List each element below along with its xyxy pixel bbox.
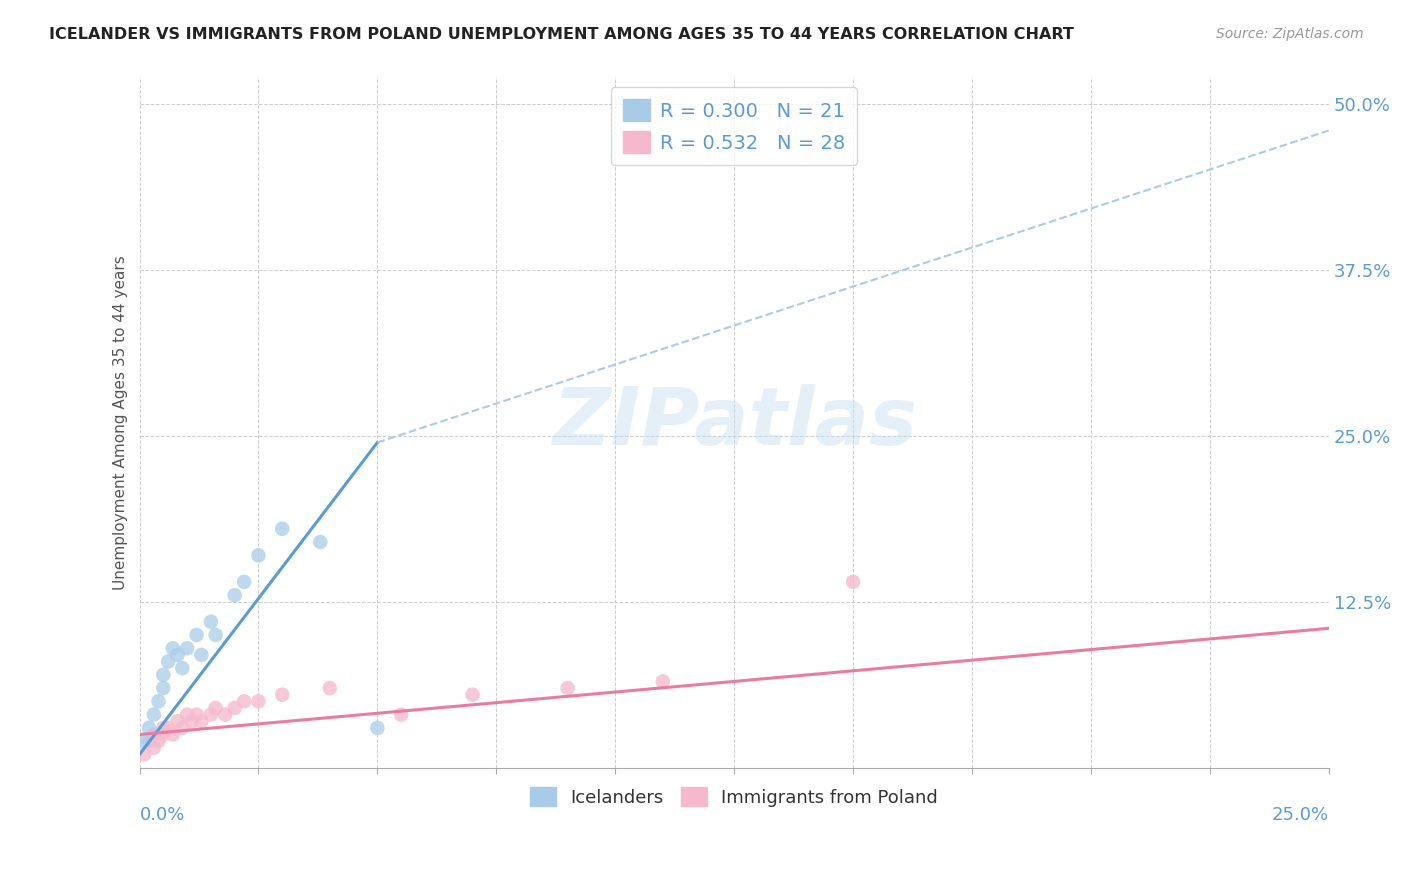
Point (134, 734, 156, 748)
Point (233, 574, 256, 589)
Point (162, 641, 184, 656)
Point (557, 681, 579, 695)
Point (224, 588, 246, 602)
Point (162, 727, 184, 741)
Y-axis label: Unemployment Among Ages 35 to 44 years: Unemployment Among Ages 35 to 44 years (114, 255, 128, 590)
Point (152, 727, 174, 741)
Point (186, 707, 208, 722)
Point (319, 681, 342, 695)
Point (157, 721, 180, 735)
Point (186, 628, 208, 642)
Point (142, 727, 165, 741)
Point (366, 721, 388, 735)
Point (148, 694, 170, 708)
Point (200, 707, 222, 722)
Point (224, 701, 246, 715)
Point (166, 648, 188, 662)
Point (247, 549, 270, 563)
Point (204, 701, 226, 715)
Point (247, 694, 270, 708)
Point (176, 707, 198, 722)
Point (190, 648, 212, 662)
Point (271, 688, 294, 702)
Point (309, 535, 332, 549)
Text: ZIPatlas: ZIPatlas (551, 384, 917, 461)
Point (190, 714, 212, 729)
Text: 25.0%: 25.0% (1271, 805, 1329, 823)
Point (651, 674, 673, 689)
Point (152, 681, 174, 695)
Point (180, 714, 202, 729)
Text: Source: ZipAtlas.com: Source: ZipAtlas.com (1216, 27, 1364, 41)
Point (138, 734, 160, 748)
Legend: Icelanders, Immigrants from Poland: Icelanders, Immigrants from Poland (523, 780, 945, 814)
Point (461, 688, 484, 702)
Point (134, 747, 156, 762)
Point (142, 707, 165, 722)
Point (172, 721, 194, 735)
Point (200, 615, 222, 629)
Text: 0.0%: 0.0% (139, 805, 186, 823)
Point (166, 714, 188, 729)
Point (233, 694, 256, 708)
Point (204, 628, 226, 642)
Point (271, 522, 294, 536)
Point (157, 655, 180, 669)
Point (142, 740, 165, 755)
Text: ICELANDER VS IMMIGRANTS FROM POLAND UNEMPLOYMENT AMONG AGES 35 TO 44 YEARS CORRE: ICELANDER VS IMMIGRANTS FROM POLAND UNEM… (49, 27, 1074, 42)
Point (214, 707, 236, 722)
Point (148, 734, 170, 748)
Point (152, 667, 174, 681)
Point (842, 574, 865, 589)
Point (176, 641, 198, 656)
Point (152, 721, 174, 735)
Point (172, 661, 194, 675)
Point (138, 721, 160, 735)
Point (389, 707, 412, 722)
